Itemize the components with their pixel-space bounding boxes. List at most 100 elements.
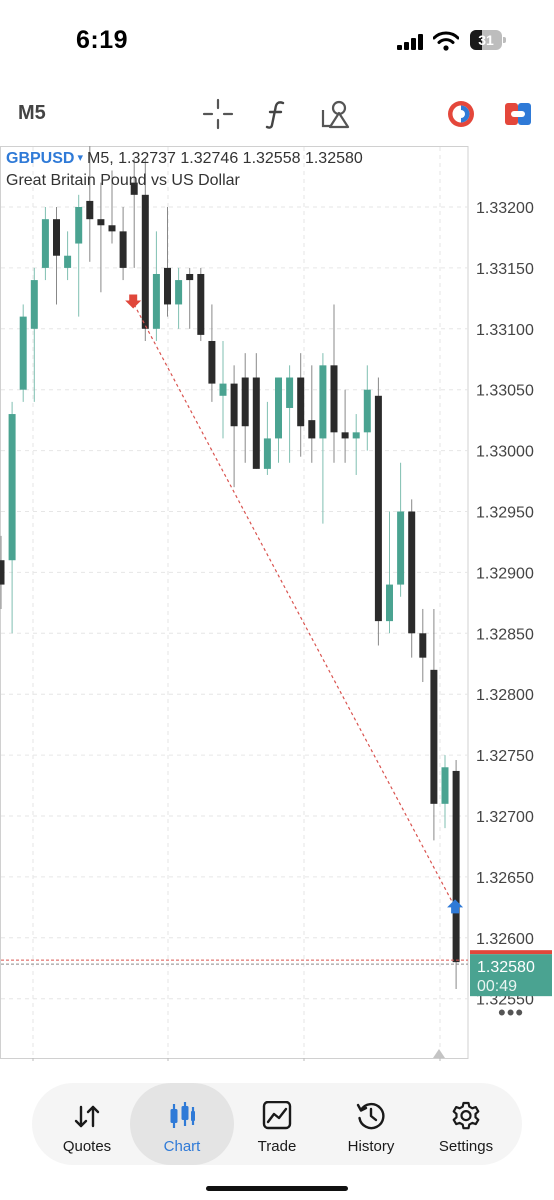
- candle-body: [408, 511, 416, 634]
- candle: [408, 499, 416, 658]
- price-axis-label: 1.32800: [476, 687, 534, 704]
- candle: [430, 608, 438, 841]
- settings-icon: [452, 1101, 480, 1130]
- price-axis-label: 1.33050: [476, 383, 534, 400]
- price-chart[interactable]: 1.33200 1.33150 1.33100 1.33050 1.33000 1.329…: [0, 146, 554, 1061]
- price-axis-label: 1.32900: [476, 565, 534, 582]
- candle-body: [363, 389, 371, 433]
- candle: [452, 759, 460, 989]
- plot-frame: [0, 146, 469, 1059]
- chart-shift-icon: [433, 1049, 445, 1058]
- price-axis-label: 1.32650: [476, 870, 534, 887]
- candle-body: [263, 438, 271, 469]
- battery-level: 31: [478, 32, 494, 48]
- candle: [197, 267, 205, 341]
- bottom-navigation: Quotes Chart Trade History: [32, 1083, 522, 1165]
- candle-body: [286, 377, 294, 408]
- price-axis-label: 1.33150: [476, 261, 534, 278]
- candle: [308, 365, 316, 463]
- nav-chart-label: Chart: [163, 1138, 201, 1155]
- candle-body: [252, 377, 260, 469]
- candle-body: [175, 280, 183, 305]
- crosshair-icon[interactable]: [200, 96, 236, 132]
- nav-trade[interactable]: Trade: [227, 1083, 327, 1165]
- function-icon[interactable]: [259, 96, 295, 132]
- nav-trade-label: Trade: [257, 1138, 297, 1155]
- candle-body: [19, 316, 27, 390]
- candle-body: [275, 377, 282, 439]
- order-icon[interactable]: [500, 96, 536, 132]
- candle: [186, 267, 194, 329]
- nav-history-label: History: [347, 1138, 395, 1155]
- candle: [286, 365, 294, 463]
- candle: [8, 401, 16, 634]
- candle-body: [352, 432, 360, 439]
- home-indicator: [206, 1186, 348, 1191]
- history-icon: [356, 1102, 385, 1130]
- candle-body: [419, 633, 427, 658]
- candle: [141, 158, 149, 341]
- candle-body: [164, 267, 171, 305]
- objects-icon[interactable]: [318, 96, 354, 132]
- battery-icon: 31: [470, 30, 506, 50]
- symbol-header: GBPUSD ▾ M5, 1.32737 1.32746 1.32558 1.325…: [6, 150, 363, 168]
- candle-body: [330, 365, 338, 433]
- candle-body: [297, 377, 305, 427]
- candle-body: [86, 200, 94, 220]
- symbol-dropdown-icon[interactable]: ▾: [77, 152, 83, 164]
- candle: [75, 194, 83, 317]
- candle: [297, 353, 305, 457]
- account-icon[interactable]: [443, 96, 479, 132]
- symbol-name[interactable]: GBPUSD: [6, 150, 75, 167]
- candle-body: [430, 669, 438, 804]
- price-axis-label: 1.33200: [476, 200, 534, 217]
- candle-body: [386, 584, 393, 622]
- candle: [330, 304, 338, 463]
- candle-body: [53, 219, 60, 256]
- nav-history[interactable]: History: [321, 1083, 421, 1165]
- candle: [263, 401, 271, 475]
- candle: [41, 207, 49, 281]
- candle: [230, 365, 238, 488]
- candle: [419, 608, 427, 683]
- nav-settings[interactable]: Settings: [416, 1083, 516, 1165]
- chart-icon: [170, 1102, 195, 1128]
- candle-body: [186, 273, 194, 281]
- price-axis-label: 1.32700: [476, 809, 534, 826]
- candle: [219, 340, 227, 439]
- candle-body: [197, 273, 205, 335]
- more-options-icon[interactable]: •••: [498, 1000, 525, 1025]
- price-axis-label: 1.33000: [476, 444, 534, 461]
- candle: [119, 207, 127, 281]
- candle: [241, 353, 249, 463]
- bar-countdown-label: 00:49: [477, 978, 517, 995]
- candle-body: [441, 767, 449, 804]
- candle-body: [130, 182, 138, 195]
- symbol-ohlc: M5, 1.32737 1.32746 1.32558 1.32580: [86, 150, 363, 167]
- buy-marker-icon: [447, 899, 464, 914]
- nav-chart[interactable]: Chart: [130, 1083, 234, 1165]
- quotes-icon: [74, 1105, 100, 1128]
- candle: [130, 158, 138, 268]
- timeframe-selector[interactable]: M5: [18, 102, 46, 124]
- symbol-description: Great Britain Pound vs US Dollar: [6, 172, 240, 189]
- nav-settings-label: Settings: [438, 1138, 494, 1155]
- candle-body: [308, 420, 316, 439]
- candle-body: [30, 280, 38, 329]
- price-axis-label: 1.32750: [476, 748, 534, 765]
- trade-icon: [262, 1101, 292, 1130]
- candle: [108, 170, 116, 244]
- current-price-label: 1.32580: [477, 959, 535, 976]
- nav-quotes[interactable]: Quotes: [37, 1083, 137, 1165]
- price-axis-label: 1.32600: [476, 931, 534, 948]
- candle-body: [152, 273, 160, 329]
- price-axis-label: 1.32950: [476, 505, 534, 522]
- candle: [97, 182, 105, 293]
- candle: [363, 365, 371, 451]
- nav-quotes-label: Quotes: [62, 1138, 112, 1155]
- status-time: 6:19: [76, 26, 129, 54]
- candle: [19, 304, 27, 402]
- candle-body: [141, 194, 149, 329]
- candle-body: [452, 770, 460, 963]
- candle-body: [397, 511, 405, 585]
